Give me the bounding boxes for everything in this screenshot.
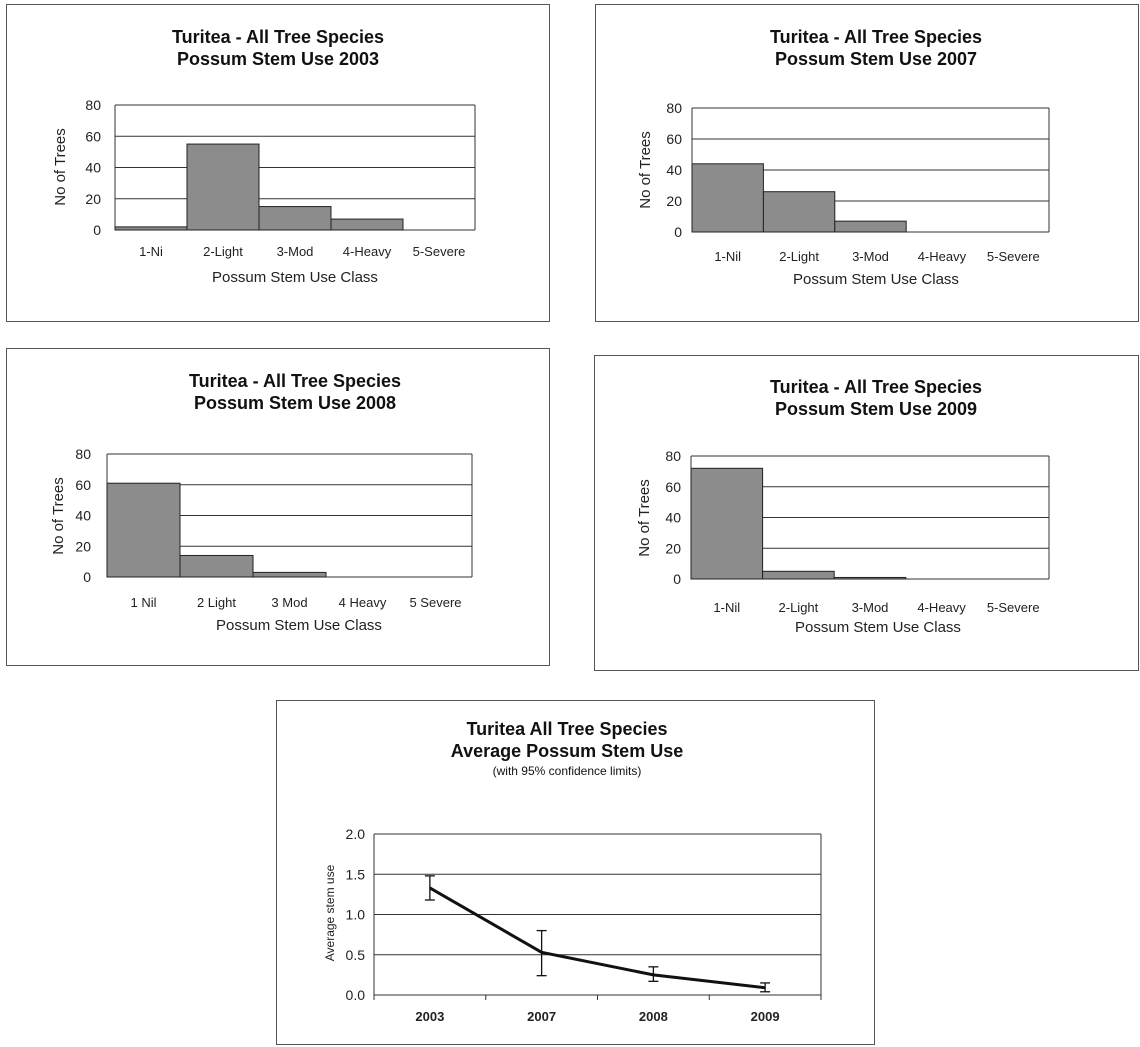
- line-chart-average: Turitea All Tree Species Average Possum …: [323, 719, 822, 1024]
- chart-panel-2008: Turitea - All Tree Species Possum Stem U…: [6, 348, 550, 666]
- plot-area: 0 20 40 60 80 1 Nil 2 Light 3 Mod 4 Heavy 5 Sever…: [75, 446, 473, 610]
- y-tick-label: 60: [85, 128, 101, 144]
- bar: [691, 163, 764, 233]
- y-tick-label: 80: [75, 446, 91, 462]
- plot-area: 0.0 0.5 1.0 1.5 2.0 2003 2007 2008 2009: [346, 826, 822, 1024]
- y-tick-label: 60: [665, 479, 681, 495]
- x-tick-label: 2009: [751, 1009, 780, 1024]
- x-axis-label: Possum Stem Use Class: [212, 269, 378, 286]
- y-tick-label: 20: [85, 191, 101, 207]
- chart-panel-2009: Turitea - All Tree Species Possum Stem U…: [594, 355, 1139, 671]
- bar: [834, 220, 907, 233]
- chart-title-line-1: Turitea All Tree Species: [466, 719, 667, 739]
- bar: [179, 554, 254, 578]
- bar: [186, 143, 260, 231]
- x-tick-label: 3 Mod: [271, 595, 307, 610]
- bar-chart-2009: Turitea - All Tree Species Possum Stem U…: [636, 377, 1050, 636]
- bar: [762, 191, 836, 233]
- y-tick-label: 80: [666, 100, 682, 116]
- x-tick-label: 5-Severe: [987, 600, 1040, 615]
- y-tick-label: 60: [75, 477, 91, 493]
- bar-chart-2007: Turitea - All Tree Species Possum Stem U…: [637, 27, 1050, 288]
- chart-title-line-1: Turitea - All Tree Species: [172, 27, 384, 47]
- x-tick-label: 5-Severe: [413, 244, 466, 259]
- y-axis-label: No of Trees: [52, 128, 69, 206]
- chart-panel-average: Turitea All Tree Species Average Possum …: [276, 700, 875, 1045]
- bar-chart-2008: Turitea - All Tree Species Possum Stem U…: [50, 371, 473, 634]
- x-tick-label: 3-Mod: [277, 244, 314, 259]
- y-tick-label: 60: [666, 131, 682, 147]
- x-tick-label: 2-Light: [203, 244, 243, 259]
- x-axis-label: Possum Stem Use Class: [216, 617, 382, 634]
- chart-title-line-2: Average Possum Stem Use: [451, 741, 683, 761]
- chart-title-line-2: Possum Stem Use 2008: [194, 393, 396, 413]
- chart-title-line-1: Turitea - All Tree Species: [189, 371, 401, 391]
- y-tick-label: 40: [666, 162, 682, 178]
- x-tick-label: 2-Light: [779, 600, 819, 615]
- x-tick-label: 5-Severe: [987, 249, 1040, 264]
- y-axis-label: No of Trees: [637, 131, 654, 209]
- x-tick-label: 5 Severe: [409, 595, 461, 610]
- x-axis-label: Possum Stem Use Class: [795, 619, 961, 636]
- x-tick-label: 2003: [415, 1009, 444, 1024]
- y-tick-label: 0.0: [346, 987, 366, 1003]
- bar: [330, 218, 404, 231]
- x-tick-label: 1-Nil: [713, 600, 740, 615]
- y-tick-label: 0: [673, 571, 681, 587]
- x-tick-label: 1-Nil: [714, 249, 741, 264]
- chart-panel-2003: Turitea - All Tree Species Possum Stem U…: [6, 4, 550, 322]
- x-tick-label: 4 Heavy: [339, 595, 387, 610]
- y-tick-label: 0: [83, 569, 91, 585]
- bar: [252, 571, 327, 578]
- x-tick-label: 3-Mod: [852, 600, 889, 615]
- x-tick-label: 2 Light: [197, 595, 236, 610]
- y-tick-label: 0: [93, 222, 101, 238]
- plot-area: 0 20 40 60 80 1-Ni 2-Light 3-Mod 4-Heavy 5-Severe: [85, 97, 476, 259]
- chart-title-line-2: Possum Stem Use 2009: [775, 399, 977, 419]
- chart-title-line-2: Possum Stem Use 2003: [177, 49, 379, 69]
- x-tick-label: 4-Heavy: [343, 244, 392, 259]
- x-tick-label: 2-Light: [779, 249, 819, 264]
- y-tick-label: 20: [665, 540, 681, 556]
- chart-subtitle: (with 95% confidence limits): [493, 764, 642, 778]
- chart-panel-2007: Turitea - All Tree Species Possum Stem U…: [595, 4, 1139, 322]
- y-tick-label: 0.5: [346, 947, 366, 963]
- y-tick-label: 20: [666, 193, 682, 209]
- bar: [258, 206, 332, 231]
- y-tick-label: 40: [75, 508, 91, 524]
- x-tick-label: 2007: [527, 1009, 556, 1024]
- x-tick-label: 2008: [639, 1009, 668, 1024]
- plot-area: 0 20 40 60 80 1-Nil 2-Light 3-Mod 4-Heavy 5-Sever…: [665, 448, 1050, 615]
- chart-title-line-2: Possum Stem Use 2007: [775, 49, 977, 69]
- bar-chart-2003: Turitea - All Tree Species Possum Stem U…: [52, 27, 476, 286]
- chart-title-line-1: Turitea - All Tree Species: [770, 27, 982, 47]
- x-tick-label: 1 Nil: [130, 595, 156, 610]
- y-tick-label: 2.0: [346, 826, 366, 842]
- bar: [762, 570, 835, 580]
- y-tick-label: 1.5: [346, 866, 366, 882]
- y-tick-label: 20: [75, 538, 91, 554]
- series-line: [429, 886, 766, 990]
- y-axis-label: Average stem use: [323, 864, 337, 961]
- x-tick-label: 1-Ni: [139, 244, 163, 259]
- y-axis-label: No of Trees: [636, 479, 653, 557]
- y-tick-label: 80: [85, 97, 101, 113]
- y-tick-label: 40: [85, 160, 101, 176]
- x-axis-label: Possum Stem Use Class: [793, 271, 959, 288]
- x-tick-label: 4-Heavy: [917, 600, 966, 615]
- y-tick-label: 0: [674, 224, 682, 240]
- x-tick-label: 4-Heavy: [918, 249, 967, 264]
- bar: [114, 226, 188, 231]
- plot-area: 0 20 40 60 80 1-Nil 2-Light 3-Mod 4-Heavy 5-Sever…: [666, 100, 1050, 264]
- chart-title-line-1: Turitea - All Tree Species: [770, 377, 982, 397]
- bar: [833, 576, 907, 580]
- y-tick-label: 80: [665, 448, 681, 464]
- bar: [106, 482, 181, 578]
- y-tick-label: 1.0: [346, 907, 366, 923]
- bar: [690, 467, 764, 580]
- y-axis-label: No of Trees: [50, 477, 67, 555]
- y-tick-label: 40: [665, 510, 681, 526]
- x-tick-label: 3-Mod: [852, 249, 889, 264]
